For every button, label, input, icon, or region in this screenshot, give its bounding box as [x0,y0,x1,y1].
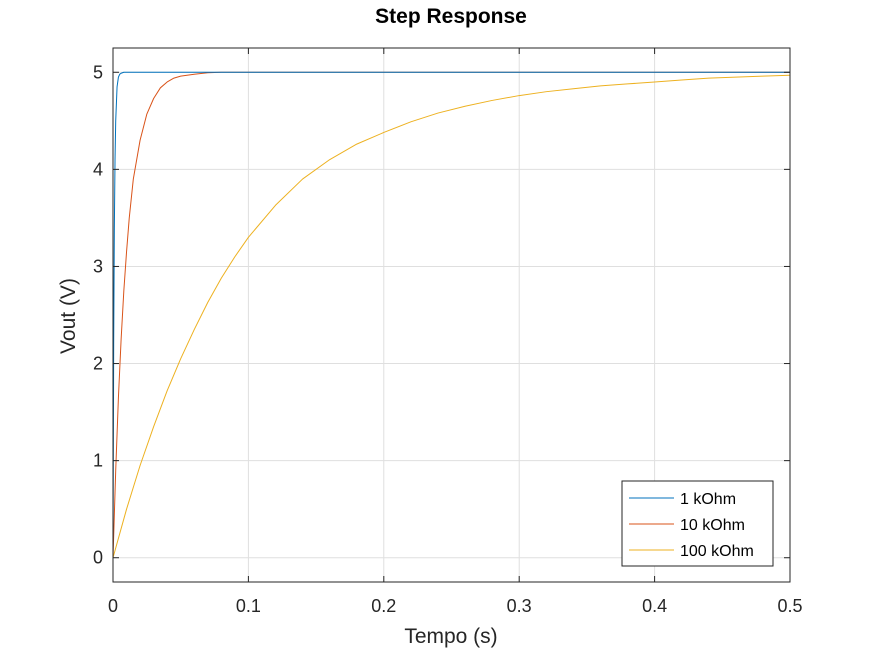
ticks [112,48,791,582]
legend-label: 1 kOhm [680,491,736,508]
y-tick-label: 1 [93,451,103,471]
chart-title: Step Response [375,5,527,28]
y-tick-label: 2 [93,354,103,374]
series-line-10-kohm [112,71,790,558]
legend-label: 10 kOhm [680,517,745,534]
y-tick-label: 5 [93,62,103,82]
y-tick-label: 0 [93,548,103,568]
legend: 1 kOhm 10 kOhm 100 kOhm [621,480,774,567]
x-axis-label: Tempo (s) [404,625,497,648]
y-tick-label: 3 [93,256,103,276]
x-tick-label: 0.1 [236,596,261,616]
y-axis-label: Vout (V) [57,278,80,354]
tick-labels: 0 0.1 0.2 0.3 0.4 0.5 0 1 2 3 4 5 [93,62,803,616]
series-line-1-kohm [112,71,790,558]
x-tick-label: 0.2 [371,596,396,616]
x-tick-label: 0.3 [507,596,532,616]
axes-frame [112,47,791,583]
legend-label: 100 kOhm [680,543,754,560]
x-tick-label: 0 [108,596,118,616]
x-tick-label: 0.5 [777,596,802,616]
x-tick-label: 0.4 [642,596,667,616]
series-line-100-kohm [112,74,791,558]
y-tick-label: 4 [93,159,103,179]
series-lines [112,71,791,558]
